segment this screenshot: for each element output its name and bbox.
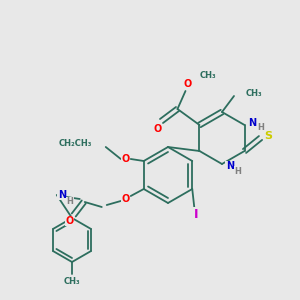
Text: H: H (235, 167, 242, 176)
Text: O: O (153, 124, 162, 134)
Text: N: N (248, 118, 256, 128)
Text: O: O (183, 79, 192, 89)
Text: H: H (257, 124, 264, 133)
Text: CH₃: CH₃ (64, 277, 80, 286)
Text: H: H (66, 197, 73, 206)
Text: CH₃: CH₃ (246, 89, 262, 98)
Text: CH₃: CH₃ (200, 70, 216, 80)
Text: I: I (194, 208, 199, 220)
Text: N: N (226, 161, 234, 171)
Text: N: N (58, 190, 66, 200)
Text: CH₂CH₃: CH₂CH₃ (58, 139, 92, 148)
Text: S: S (265, 131, 272, 141)
Text: O: O (122, 154, 130, 164)
Text: O: O (66, 216, 74, 226)
Text: O: O (122, 194, 130, 204)
